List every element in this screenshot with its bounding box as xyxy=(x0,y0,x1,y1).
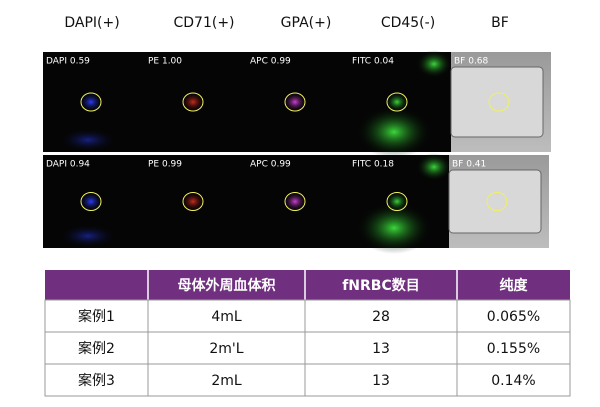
cell xyxy=(283,92,307,112)
table-cell: 0.155% xyxy=(487,341,540,357)
stain xyxy=(416,50,452,78)
cell xyxy=(181,92,205,112)
gate xyxy=(80,92,102,112)
table-header-bg xyxy=(45,270,570,300)
gate xyxy=(488,92,510,112)
cell xyxy=(385,191,409,212)
table-cell: 2m'L xyxy=(209,341,243,357)
gate xyxy=(386,92,408,112)
gate xyxy=(284,192,306,211)
cell xyxy=(79,92,103,112)
table-row-bg xyxy=(44,363,571,397)
table-row-bg xyxy=(44,331,571,365)
cell xyxy=(385,92,409,112)
gate xyxy=(284,92,306,112)
table-cell: 案例1 xyxy=(78,308,115,325)
gate xyxy=(486,192,508,211)
channel-header: CD45(-) xyxy=(381,15,435,31)
tile-label: PE 0.99 xyxy=(148,160,182,170)
cell xyxy=(283,191,307,212)
tile-label: FITC 0.04 xyxy=(352,57,394,67)
tile-label: FITC 0.18 xyxy=(352,160,394,170)
tile-label: APC 0.99 xyxy=(250,160,291,170)
stain xyxy=(356,202,432,254)
table-cell: 2mL xyxy=(211,373,242,389)
table-header-cell: 纯度 xyxy=(500,277,529,294)
cell xyxy=(181,191,205,212)
gate xyxy=(80,192,102,211)
table-cell: 13 xyxy=(372,373,390,389)
table-row-bg xyxy=(44,299,571,333)
table-cell: 案例2 xyxy=(78,340,115,357)
table-cell: 0.14% xyxy=(491,373,535,389)
table-header-cell: 母体外周血体积 xyxy=(178,277,276,294)
channel-header: CD71(+) xyxy=(173,15,234,31)
cell xyxy=(79,191,103,212)
channel-header: DAPI(+) xyxy=(64,15,119,31)
gate xyxy=(182,92,204,112)
channel-header: GPA(+) xyxy=(281,15,332,31)
table-cell: 案例3 xyxy=(78,372,115,389)
tile-label: DAPI 0.59 xyxy=(46,57,90,67)
channel xyxy=(448,169,542,234)
table-header-cell: fNRBC数目 xyxy=(342,277,420,294)
channel xyxy=(450,66,544,138)
table-cell: 4mL xyxy=(211,309,242,325)
gate xyxy=(386,192,408,211)
tile-label: DAPI 0.94 xyxy=(46,160,90,170)
stain xyxy=(416,153,452,181)
gate xyxy=(182,192,204,211)
tile-label: APC 0.99 xyxy=(250,57,291,67)
stain xyxy=(356,106,432,158)
table-cell: 13 xyxy=(372,341,390,357)
channel-header: BF xyxy=(491,15,509,31)
stain xyxy=(58,224,118,248)
table-cell: 0.065% xyxy=(487,309,540,325)
tile-label: BF 0.41 xyxy=(452,160,486,170)
tile-label: BF 0.68 xyxy=(454,57,489,67)
tile-label: PE 1.00 xyxy=(148,57,182,67)
stain xyxy=(58,128,118,152)
table-cell: 28 xyxy=(372,309,390,325)
